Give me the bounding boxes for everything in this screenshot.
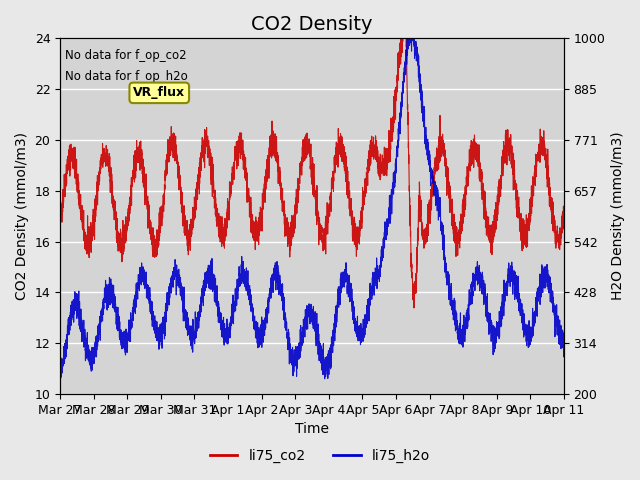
X-axis label: Time: Time	[295, 422, 329, 436]
Text: No data for f_op_h2o: No data for f_op_h2o	[65, 71, 188, 84]
Title: CO2 Density: CO2 Density	[252, 15, 372, 34]
Legend: li75_co2, li75_h2o: li75_co2, li75_h2o	[204, 443, 436, 468]
Text: VR_flux: VR_flux	[133, 86, 186, 99]
Y-axis label: CO2 Density (mmol/m3): CO2 Density (mmol/m3)	[15, 132, 29, 300]
Text: No data for f_op_co2: No data for f_op_co2	[65, 49, 187, 62]
Y-axis label: H2O Density (mmol/m3): H2O Density (mmol/m3)	[611, 132, 625, 300]
